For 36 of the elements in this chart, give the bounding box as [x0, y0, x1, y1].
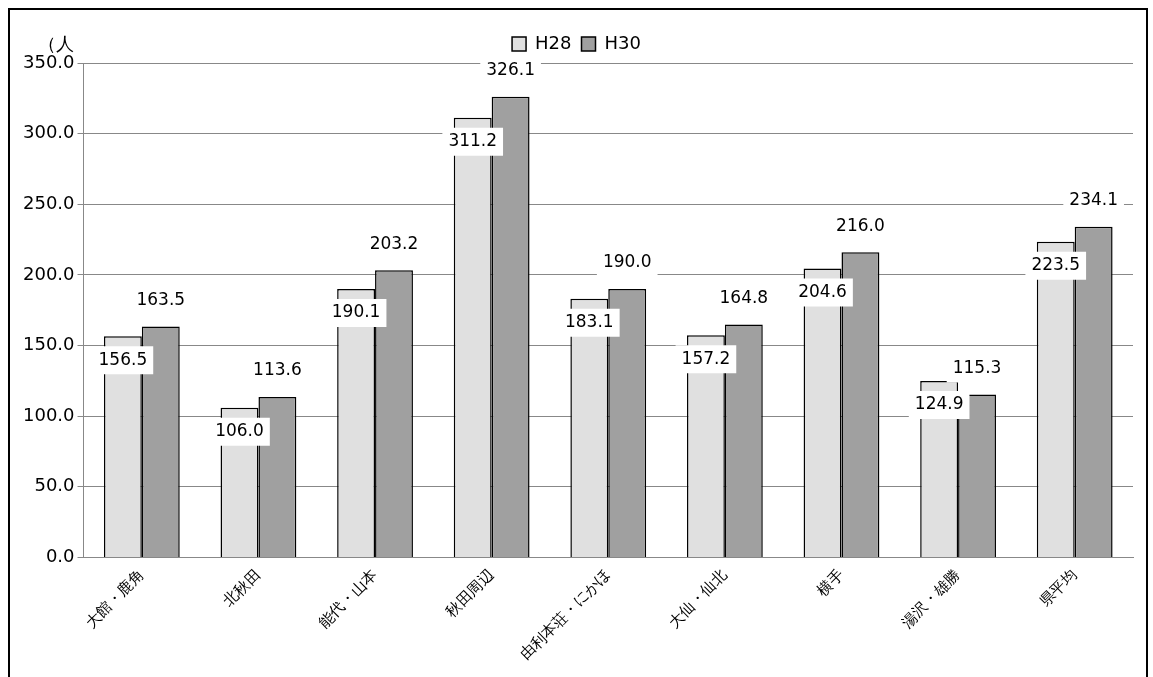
data-label: 156.5 — [98, 348, 148, 369]
y-tick-label: 100.0 — [23, 403, 75, 425]
legend-label: H30 — [604, 31, 641, 53]
y-tick-label: 50.0 — [34, 474, 75, 496]
data-label: 190.1 — [331, 301, 381, 322]
data-label: 311.2 — [448, 130, 498, 151]
data-label: 183.1 — [564, 311, 614, 332]
data-label: 115.3 — [952, 356, 1002, 377]
data-label: 223.5 — [1031, 254, 1081, 275]
data-label: 106.0 — [215, 420, 264, 441]
x-tick-label: 大館・鹿角 — [81, 565, 148, 632]
y-tick-label: 250.0 — [23, 191, 75, 213]
data-label: 113.6 — [253, 359, 302, 380]
legend-label: H28 — [535, 31, 572, 53]
x-tick-label: 湯沢・雄勝 — [897, 565, 964, 632]
y-tick-label: 200.0 — [23, 262, 75, 284]
data-label: 190.0 — [602, 251, 652, 272]
data-label: 124.9 — [914, 393, 964, 414]
x-tick-label: 秋田周辺 — [442, 565, 498, 621]
data-label: 326.1 — [486, 59, 535, 80]
y-tick-label: 150.0 — [23, 333, 75, 355]
data-label: 157.2 — [681, 347, 731, 368]
x-tick-label: 県平均 — [1035, 565, 1081, 611]
x-tick-label: 能代・山本 — [314, 565, 381, 632]
x-tick-label: 大仙・仙北 — [664, 565, 731, 632]
data-label: 216.0 — [836, 214, 885, 235]
y-tick-label: 300.0 — [23, 121, 75, 143]
data-label: 164.8 — [719, 287, 769, 308]
data-label: 163.5 — [136, 288, 186, 309]
x-tick-label: 北秋田 — [219, 565, 265, 611]
y-tick-label: 0.0 — [45, 545, 75, 567]
data-label: 234.1 — [1069, 189, 1118, 210]
data-label: 203.2 — [369, 232, 419, 253]
data-label: 204.6 — [798, 280, 847, 301]
x-tick-label: 由利本荘・にかほ — [516, 565, 614, 664]
x-tick-label: 横手 — [813, 565, 848, 600]
